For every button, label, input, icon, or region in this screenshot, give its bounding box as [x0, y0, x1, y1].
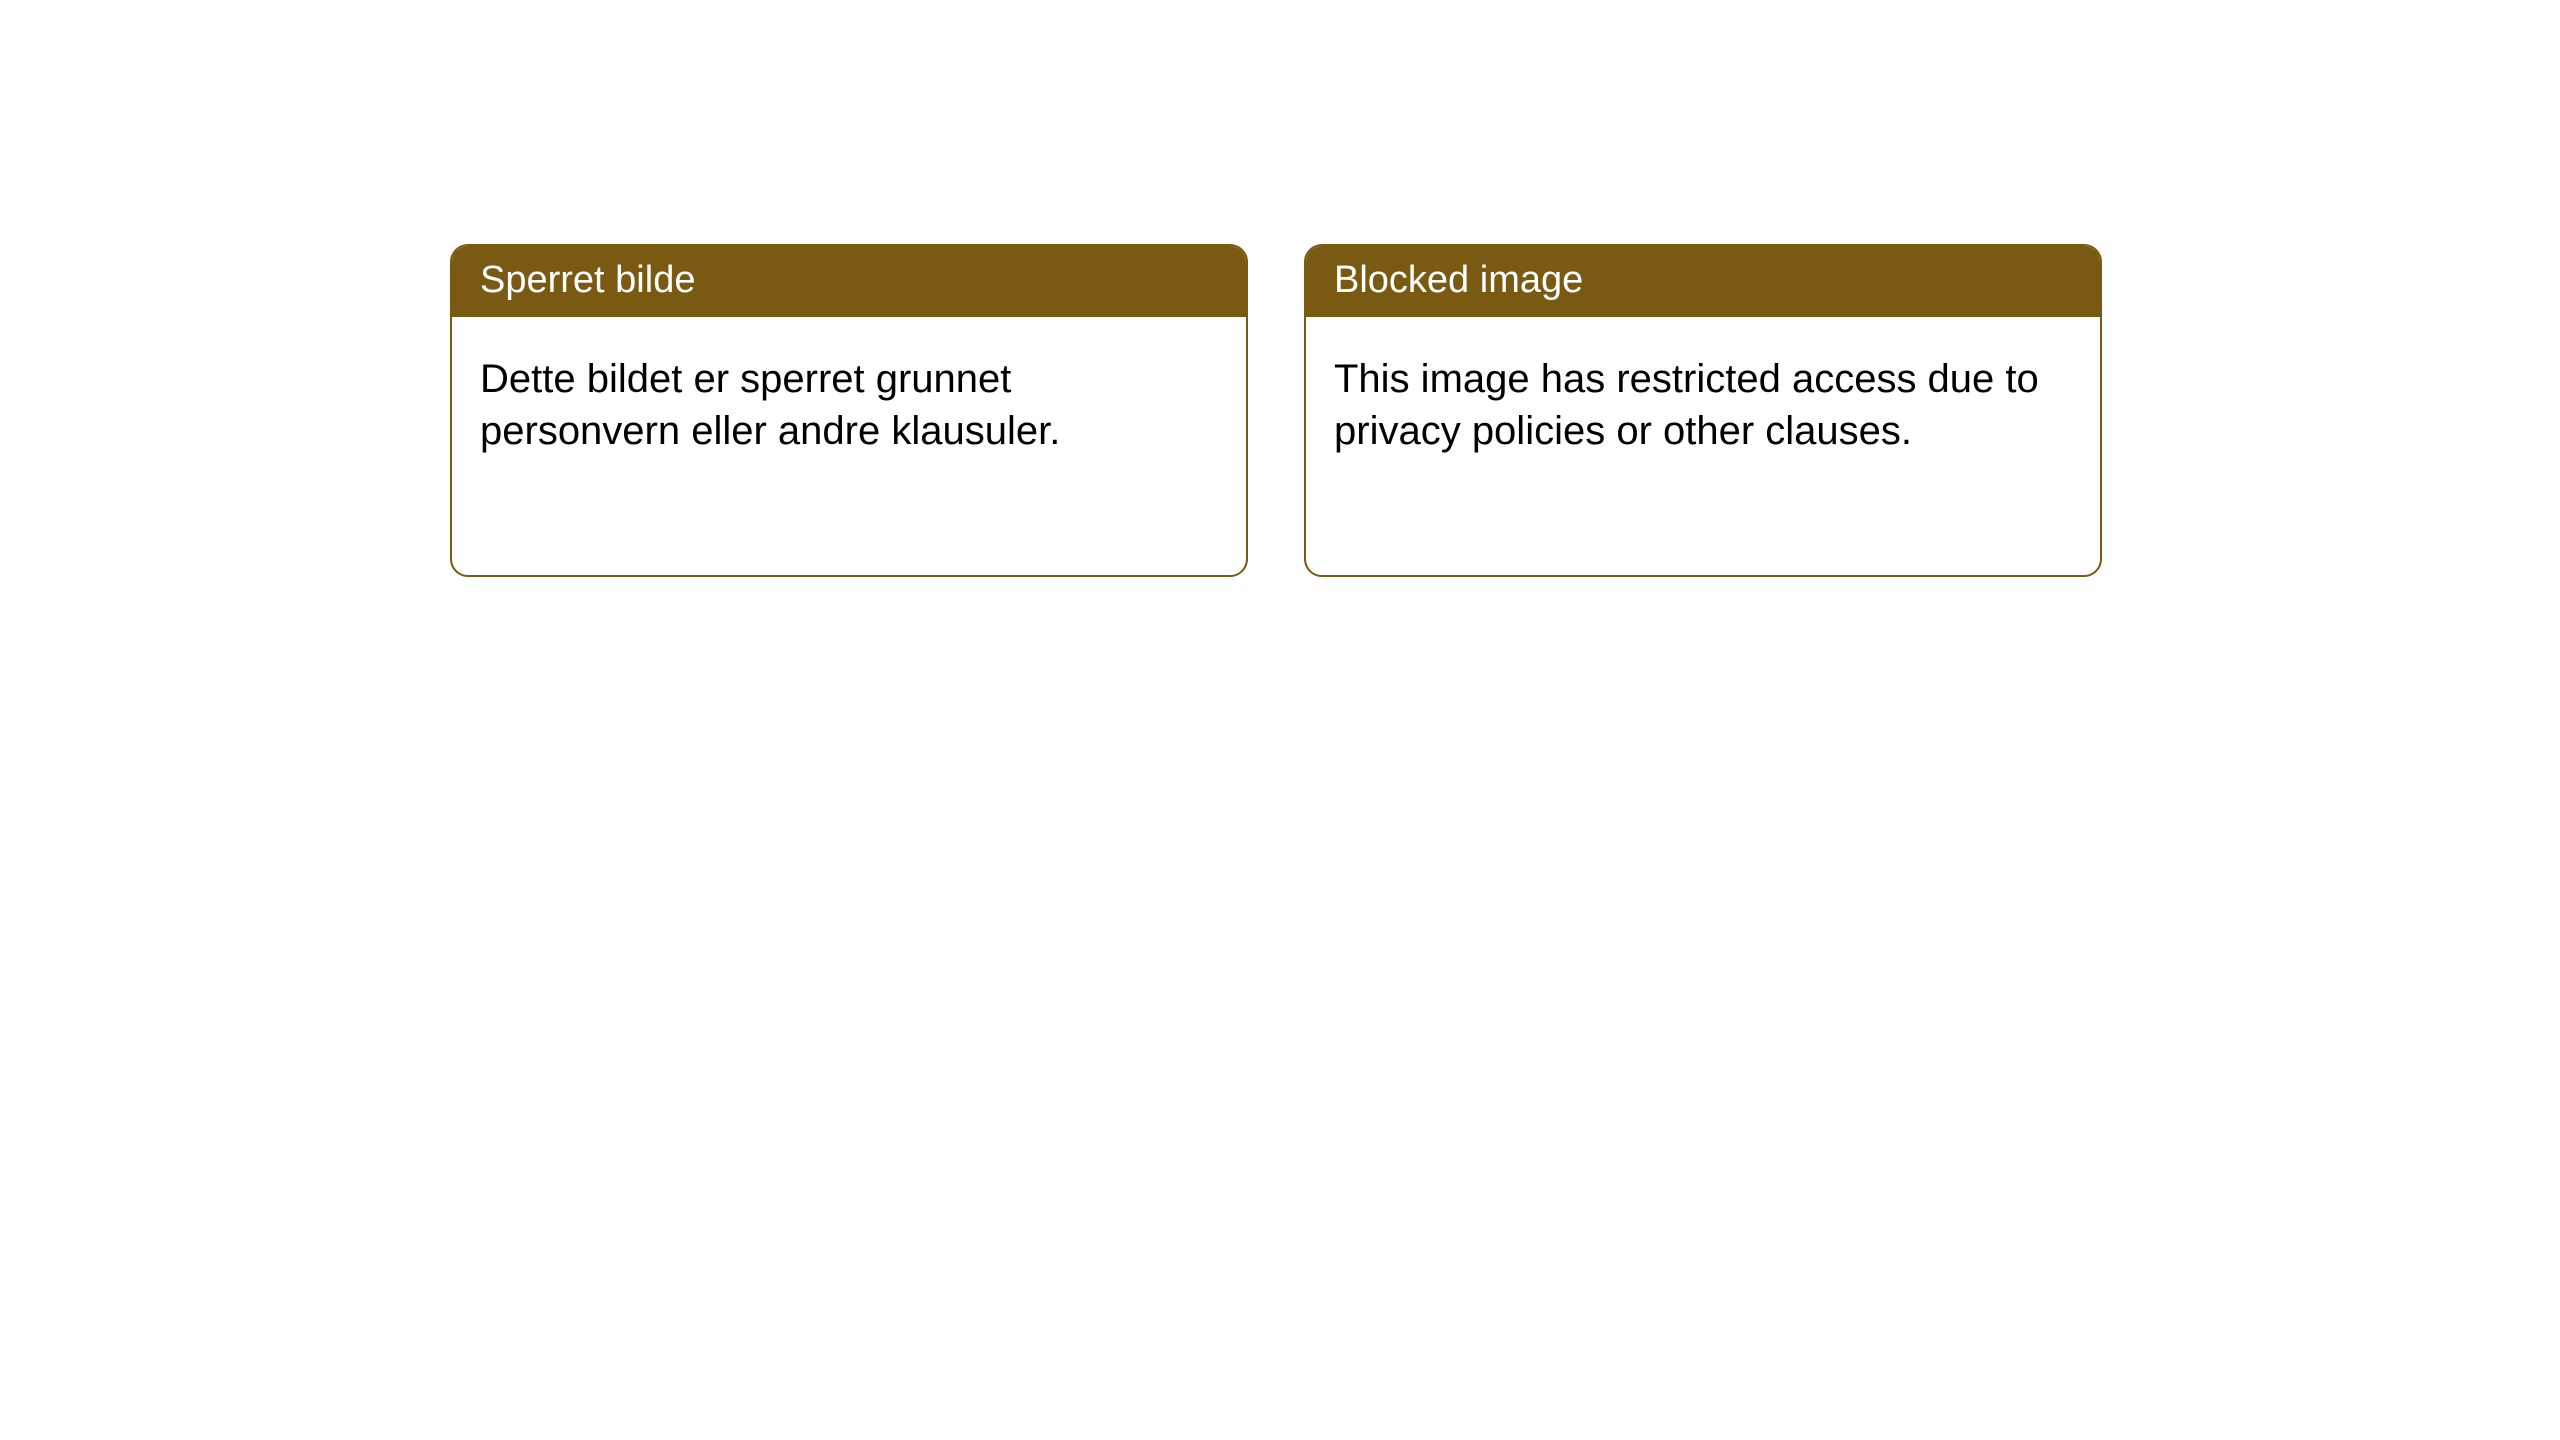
notice-container: Sperret bilde Dette bildet er sperret gr…	[450, 244, 2102, 577]
notice-title: Blocked image	[1306, 246, 2100, 317]
notice-card-english: Blocked image This image has restricted …	[1304, 244, 2102, 577]
notice-body: This image has restricted access due to …	[1306, 317, 2100, 493]
notice-title: Sperret bilde	[452, 246, 1246, 317]
notice-body: Dette bildet er sperret grunnet personve…	[452, 317, 1246, 493]
notice-card-norwegian: Sperret bilde Dette bildet er sperret gr…	[450, 244, 1248, 577]
